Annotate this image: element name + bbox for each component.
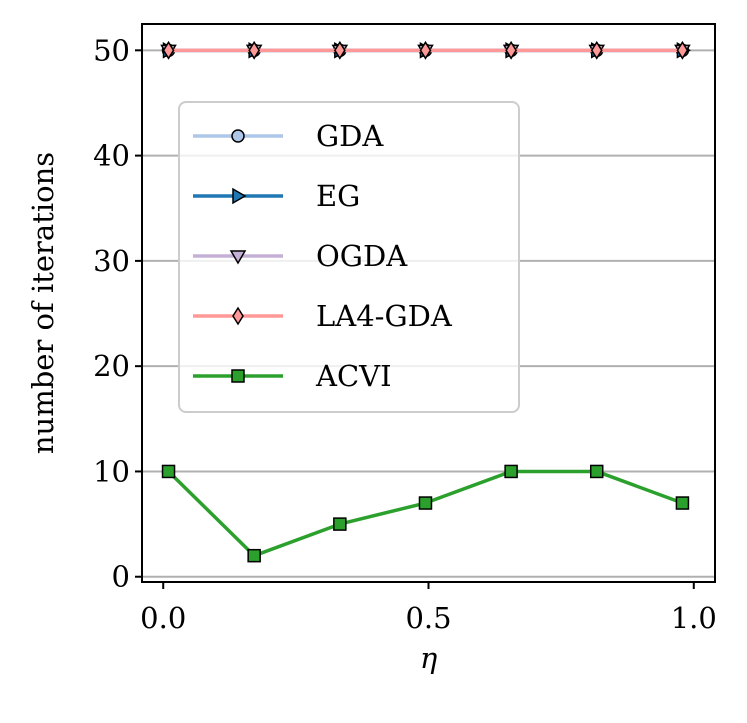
tick-layer: 0 10 20 30 40 50 0.0 0.5 1.0: [93, 33, 717, 635]
legend-entry-gda: GDA: [193, 119, 384, 153]
la4-gda-point: [505, 40, 517, 60]
y-tick-label: 10: [93, 454, 130, 488]
legend-label: GDA: [316, 119, 384, 153]
y-tick-label: 40: [93, 139, 130, 173]
acvi-point: [418, 496, 433, 510]
y-axis-title: number of iterations: [26, 152, 60, 454]
legend-marker: [232, 306, 244, 326]
la4-gda-point: [419, 40, 432, 60]
la4-gda-point: [248, 40, 261, 60]
legend-marker: [231, 369, 245, 383]
la4-gda-point: [676, 40, 689, 60]
acvi-point: [247, 548, 261, 563]
x-axis-title: η: [420, 641, 438, 675]
acvi-point: [333, 517, 347, 531]
acvi-point: [161, 464, 176, 479]
acvi-point: [589, 464, 604, 479]
legend-entries: GDA EG OGDA LA4-GDA ACVI: [193, 119, 453, 393]
y-tick-label: 0: [112, 560, 130, 594]
legend-entry-eg: EG: [193, 179, 360, 213]
la4-gda-point: [590, 40, 603, 60]
x-tick-label: 0.5: [405, 601, 451, 635]
y-tick-label: 50: [93, 33, 130, 67]
legend-label: LA4-GDA: [316, 299, 453, 333]
legend-marker: [231, 129, 245, 143]
legend-entry-ogda: OGDA: [193, 239, 408, 273]
y-tick-label: 30: [93, 244, 130, 278]
legend-marker: [232, 187, 247, 205]
legend: GDA EG OGDA LA4-GDA ACVI: [178, 101, 520, 413]
acvi-line: [167, 469, 684, 558]
la4-gda-point: [162, 40, 175, 60]
legend-label: OGDA: [316, 239, 408, 273]
y-tick-label: 20: [93, 349, 130, 383]
acvi-point: [675, 496, 690, 510]
series-layer: [160, 40, 691, 563]
legend-label: EG: [316, 179, 360, 213]
x-tick-label: 0.0: [140, 601, 186, 635]
series-acvi: [161, 464, 690, 563]
legend-box: [178, 101, 520, 413]
legend-entry-acvi: ACVI: [193, 359, 392, 393]
acvi-point: [504, 464, 518, 479]
legend-entry-la4-gda: LA4-GDA: [193, 299, 453, 333]
x-tick-label: 1.0: [671, 601, 717, 635]
la4-gda-point: [333, 40, 346, 60]
legend-marker: [229, 250, 247, 265]
series-la4-gda: [162, 40, 689, 60]
legend-label: ACVI: [315, 359, 392, 393]
